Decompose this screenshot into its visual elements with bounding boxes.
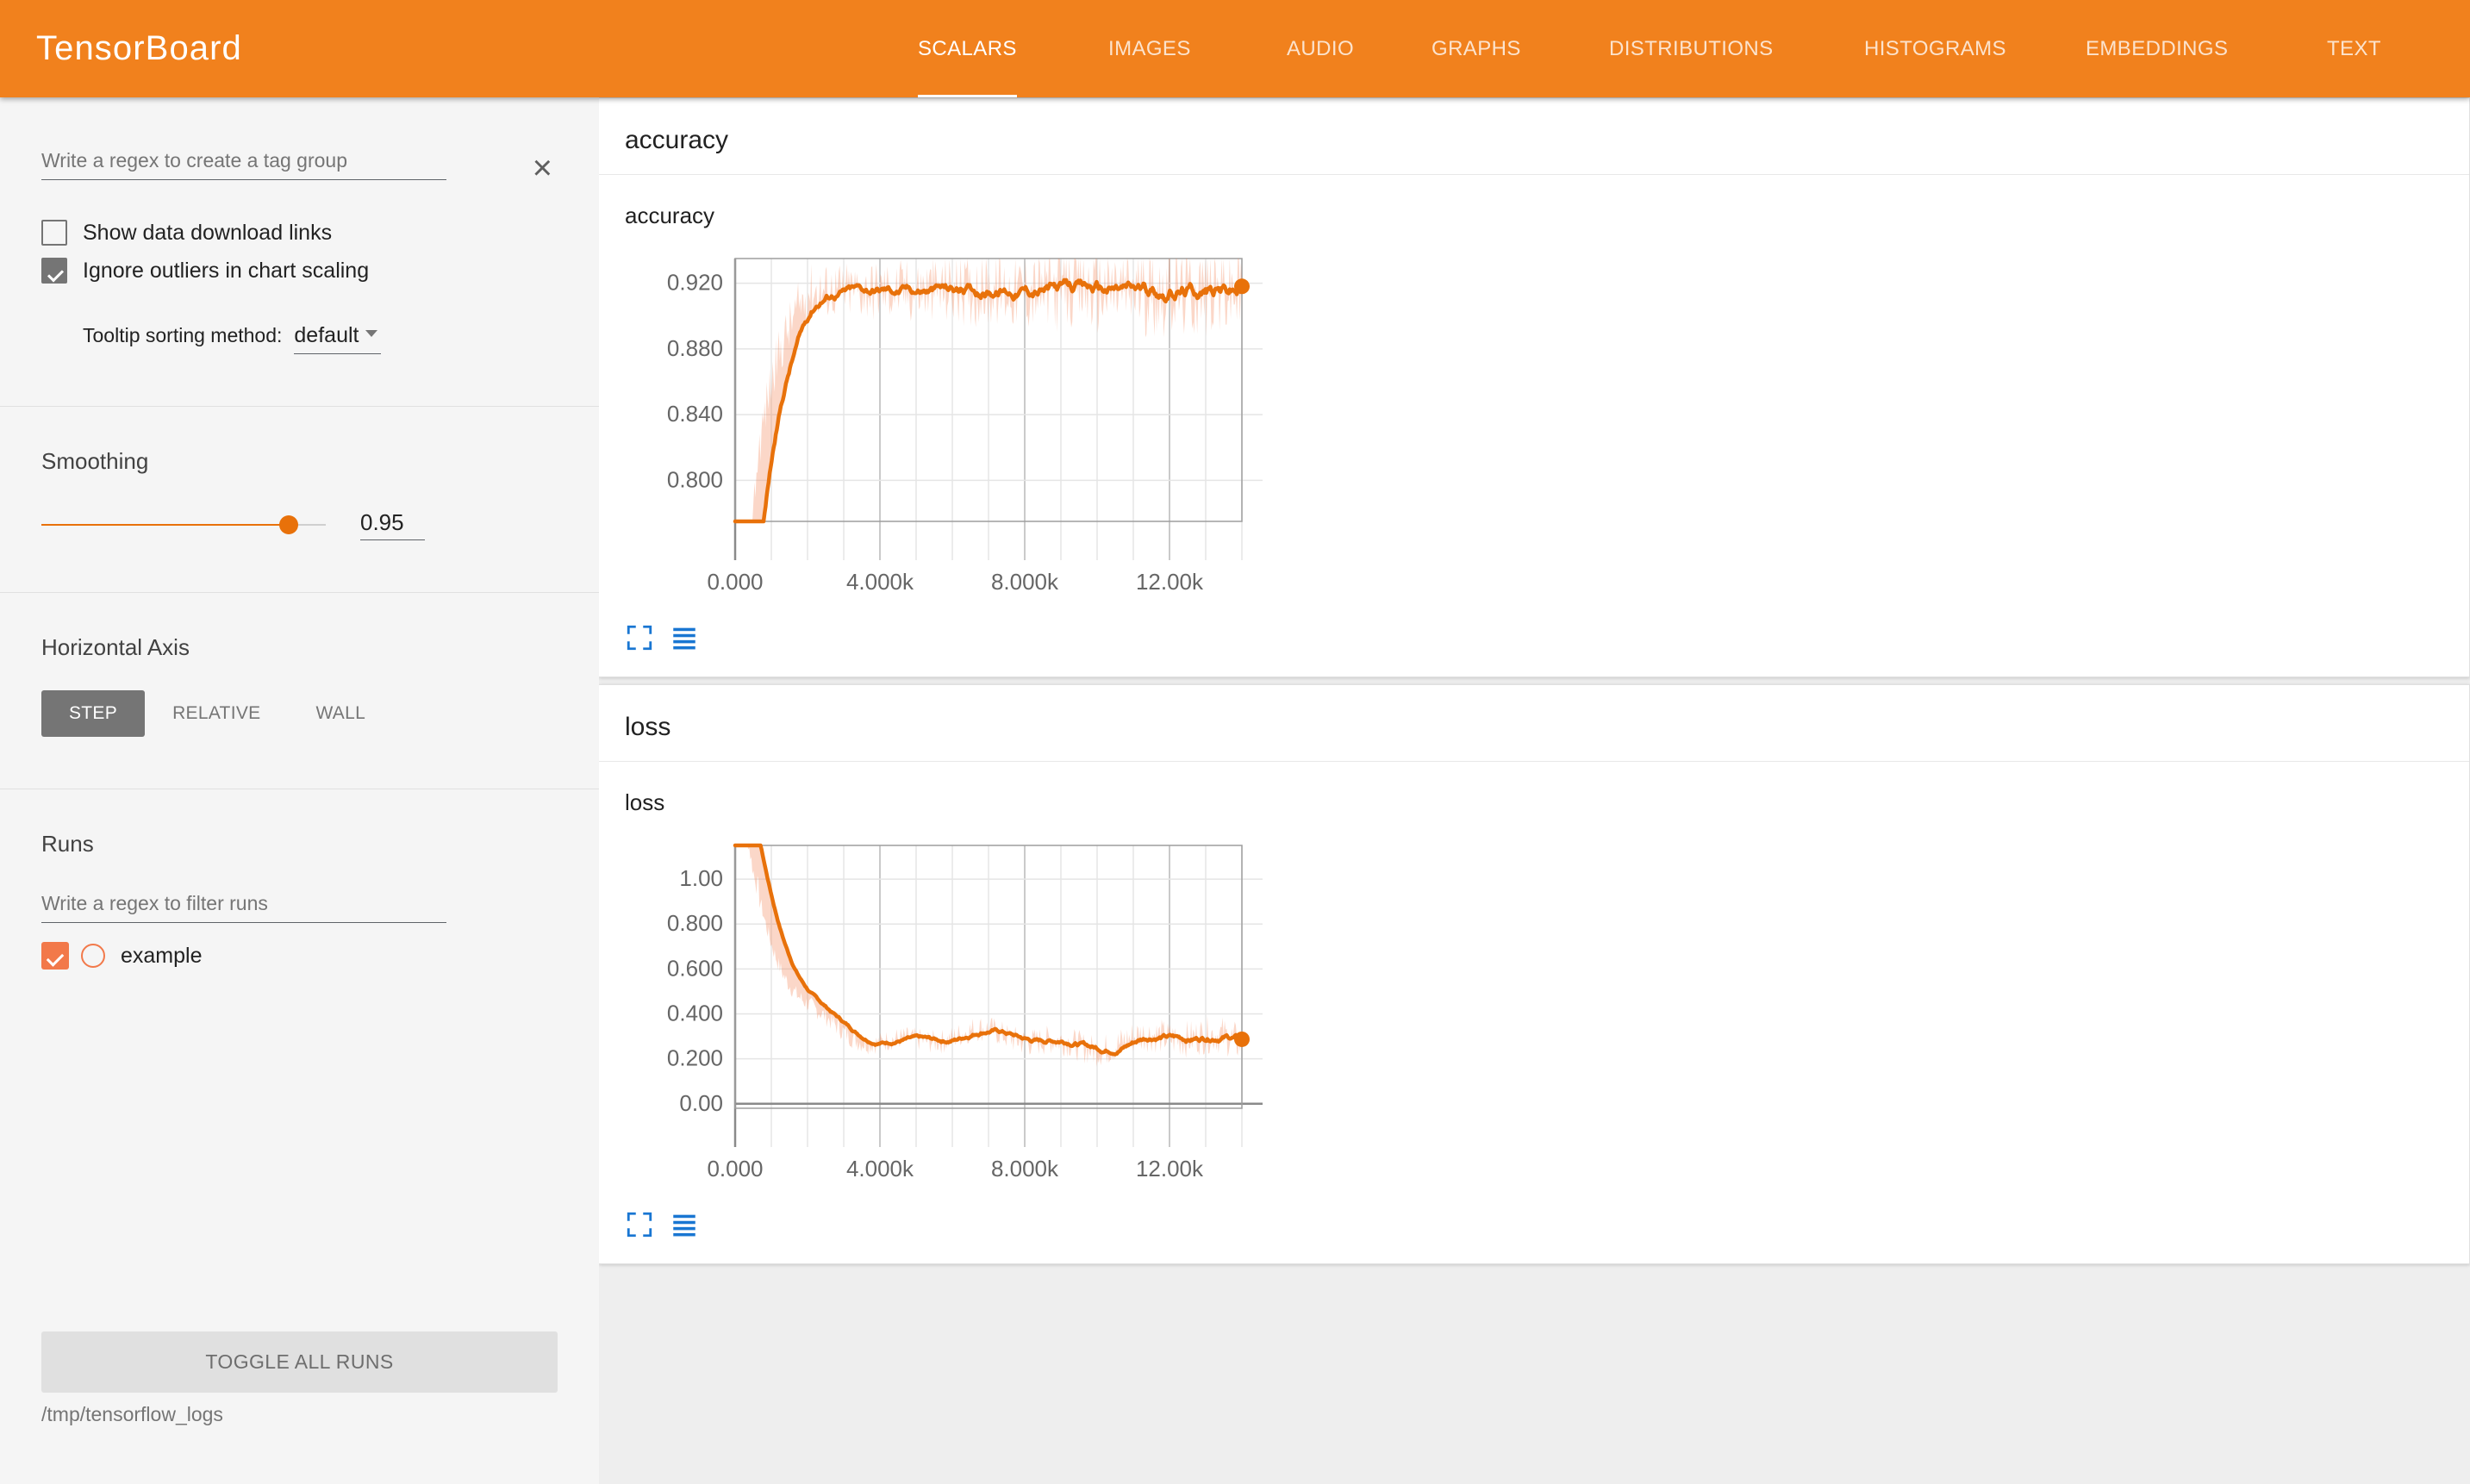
svg-text:0.00: 0.00 [679, 1090, 723, 1116]
svg-text:0.800: 0.800 [667, 466, 723, 492]
svg-text:12.00k: 12.00k [1136, 1156, 1204, 1182]
svg-text:0.840: 0.840 [667, 401, 723, 427]
svg-text:1.00: 1.00 [679, 865, 723, 891]
svg-text:0.200: 0.200 [667, 1045, 723, 1071]
svg-text:8.000k: 8.000k [991, 569, 1059, 595]
svg-text:4.000k: 4.000k [846, 569, 914, 595]
svg-text:0.880: 0.880 [667, 335, 723, 361]
svg-text:0.920: 0.920 [667, 270, 723, 296]
svg-text:4.000k: 4.000k [846, 1156, 914, 1182]
svg-text:8.000k: 8.000k [991, 1156, 1059, 1182]
svg-text:12.00k: 12.00k [1136, 569, 1204, 595]
svg-text:0.800: 0.800 [667, 910, 723, 936]
svg-text:0.000: 0.000 [707, 1156, 763, 1182]
svg-text:0.000: 0.000 [707, 569, 763, 595]
svg-text:0.400: 0.400 [667, 1001, 723, 1026]
svg-text:0.600: 0.600 [667, 955, 723, 981]
